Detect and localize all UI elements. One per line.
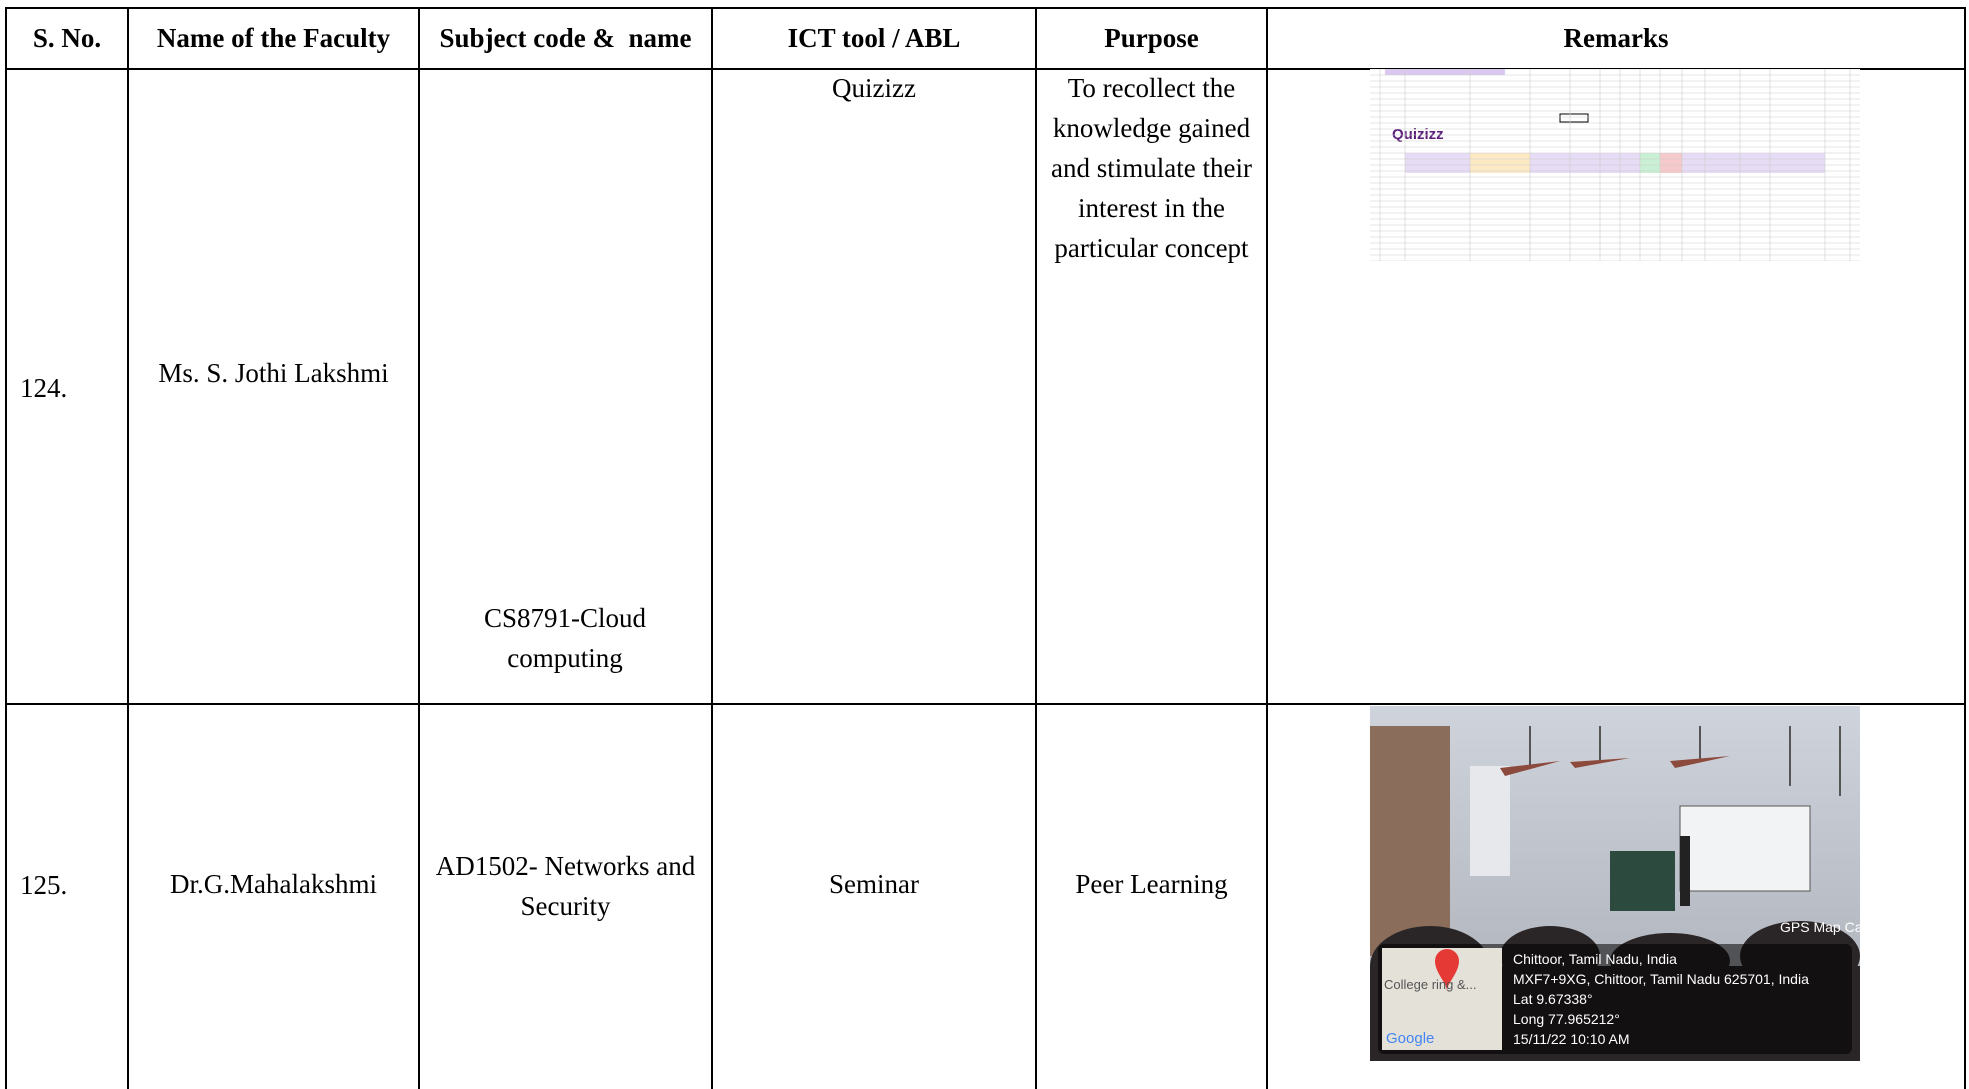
longitude: Long 77.965212°: [1513, 1011, 1620, 1027]
address: MXF7+9XG, Chittoor, Tamil Nadu 625701, I…: [1513, 971, 1809, 987]
logo: Quizizz: [1392, 126, 1444, 143]
cell: Peer Learning: [1075, 869, 1228, 899]
cell: To recollect the knowledge gained and st…: [1051, 73, 1252, 263]
cell: CS8791-Cloud computing: [483, 603, 647, 673]
cell: 125.: [20, 870, 68, 900]
rule: [418, 7, 420, 1089]
rule: [711, 7, 713, 1089]
camera-label: GPS Map Camera: [1780, 919, 1860, 935]
rule: [5, 703, 1966, 705]
datetime: 15/11/22 10:10 AM: [1513, 1031, 1630, 1047]
rule: [5, 68, 1966, 70]
cell: 124.: [20, 373, 68, 403]
location: Chittoor, Tamil Nadu, India: [1513, 951, 1677, 967]
rule: [1035, 7, 1037, 1089]
cell: Ms. S. Jothi Lakshmi: [158, 358, 389, 388]
rule: [1266, 7, 1268, 1089]
seminar-photo: College ring &... Google GPS Map Camera …: [1370, 706, 1860, 1061]
rule: [1964, 7, 1966, 1089]
header: Name of the Faculty: [156, 23, 391, 53]
map-label: College ring &...: [1384, 977, 1477, 992]
cell: AD1502- Networks and Security: [435, 851, 696, 921]
spreadsheet-screenshot: Quizizz: [1370, 69, 1860, 261]
header: Subject code & name: [439, 23, 692, 53]
cell: Quizizz: [832, 73, 916, 103]
rule: [127, 7, 129, 1089]
latitude: Lat 9.67338°: [1513, 991, 1593, 1007]
map-brand: Google: [1386, 1030, 1434, 1047]
rule: [5, 7, 7, 1089]
cell: Seminar: [829, 869, 919, 899]
rule: [5, 7, 1966, 9]
header: S. No.: [32, 23, 102, 53]
header: ICT tool / ABL: [787, 23, 961, 53]
header: Purpose: [1104, 23, 1199, 53]
header: Remarks: [1563, 23, 1669, 53]
cell: Dr.G.Mahalakshmi: [170, 869, 377, 899]
